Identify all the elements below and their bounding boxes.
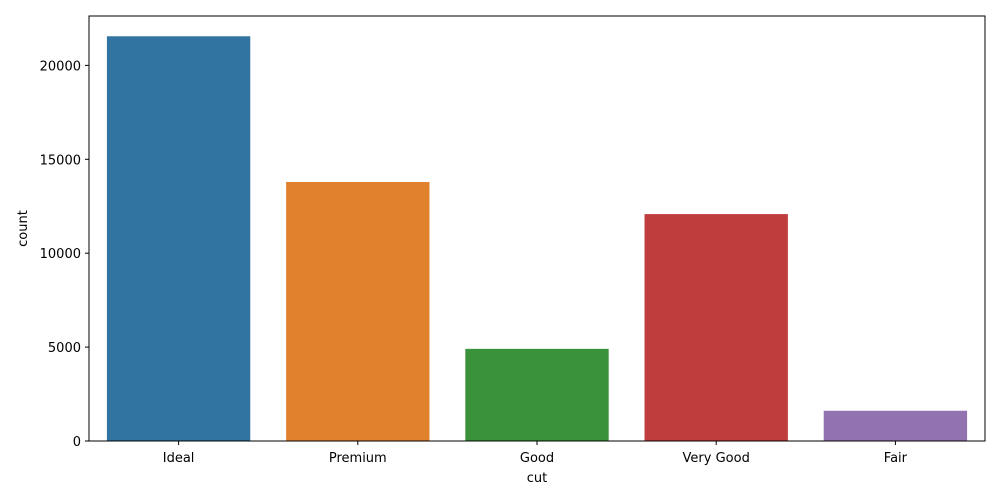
x-tick-label: Fair [884,451,908,466]
y-tick-label: 0 [73,435,81,450]
y-axis-ticks: 0 5000 10000 15000 20000 [40,59,89,450]
y-tick-label: 5000 [48,341,81,356]
plot-frame [88,15,986,442]
bar-fair [823,410,968,441]
bars-layer [106,36,968,441]
x-tick-label: Premium [329,451,387,466]
x-axis-ticks: Ideal Premium Good Very Good Fair [163,441,908,466]
x-tick-label: Ideal [163,451,195,466]
bar-good [465,348,609,441]
bar-very-good [644,214,788,441]
bar-premium [286,181,430,441]
x-tick-label: Good [520,451,554,466]
y-tick-label: 20000 [40,59,81,74]
y-tick-label: 10000 [40,247,81,262]
x-tick-label: Very Good [683,451,750,466]
y-axis-label: count [16,210,31,247]
y-tick-label: 15000 [40,153,81,168]
x-axis-label: cut [527,471,547,486]
bar-ideal [106,36,251,441]
